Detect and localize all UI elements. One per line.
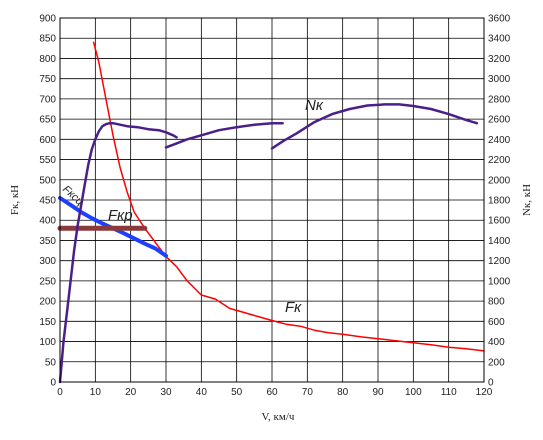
nk-curve-label: Nк (305, 97, 324, 114)
x-tick-label-6: 60 (266, 387, 278, 398)
y-right-tick-label-13: 2600 (488, 115, 511, 126)
y-left-tick-label-5: 250 (39, 276, 56, 287)
x-tick-label-0: 0 (57, 387, 63, 398)
series-layer (57, 41, 485, 384)
y-left-tick-label-17: 850 (39, 34, 56, 45)
y-left-tick-label-18: 900 (39, 14, 56, 25)
x-tick-label-11: 110 (441, 387, 457, 398)
x-tick-label-8: 80 (337, 387, 349, 398)
x-tick-label-12: 120 (476, 387, 493, 398)
y-right-tick-label-17: 3400 (488, 34, 511, 45)
y-right-tick-label-8: 1600 (488, 216, 511, 227)
y-left-tick-label-6: 300 (39, 256, 56, 267)
y-left-tick-label-14: 700 (39, 94, 56, 105)
x-tick-label-9: 90 (372, 387, 384, 398)
y-right-tick-label-3: 600 (488, 317, 505, 328)
y-right-tick-label-6: 1200 (488, 256, 511, 267)
y-left-tick-label-0: 0 (50, 378, 56, 389)
y-left-tick-label-13: 650 (39, 115, 56, 126)
x-tick-label-4: 40 (196, 387, 208, 398)
y-right-tick-label-14: 2800 (488, 94, 511, 105)
y-right-tick-label-2: 400 (488, 337, 505, 348)
y-left-tick-label-9: 450 (39, 196, 56, 207)
y-right-tick-label-4: 800 (488, 297, 505, 308)
y-right-tick-label-9: 1800 (488, 196, 511, 207)
y-right-tick-label-11: 2200 (488, 155, 511, 166)
x-tick-label-2: 20 (125, 387, 137, 398)
y-right-tick-label-10: 2000 (488, 175, 511, 186)
y-right-tick-label-5: 1000 (488, 276, 511, 287)
y-left-tick-label-2: 100 (39, 337, 56, 348)
y-right-axis-title: Nк, кН (521, 184, 533, 216)
x-tick-label-1: 10 (90, 387, 102, 398)
x-tick-label-10: 100 (405, 387, 422, 398)
plot-frame (59, 17, 485, 383)
series-nk_seg1 (58, 121, 178, 384)
series-nk_seg3 (270, 103, 479, 150)
y-right-tick-label-7: 1400 (488, 236, 511, 247)
y-left-tick-label-15: 750 (39, 74, 56, 85)
y-left-tick-label-12: 600 (39, 135, 56, 146)
y-right-tick-label-15: 3000 (488, 74, 511, 85)
tick-labels: 0 10 20 30 40 50 60 70 80 90 100 110 120050100150200… (39, 14, 510, 399)
fk-curve-label: Fк (285, 299, 302, 316)
y-left-tick-label-8: 400 (39, 216, 56, 227)
x-axis-title: V, км/ч (262, 411, 295, 423)
y-left-tick-label-11: 550 (39, 155, 56, 166)
fkp-curve-label: Fкр (108, 207, 133, 224)
y-left-tick-label-4: 200 (39, 297, 56, 308)
y-right-tick-label-1: 200 (488, 357, 505, 368)
x-tick-label-5: 50 (231, 387, 243, 398)
grid (59, 17, 485, 383)
y-left-axis-title: Fк, кН (9, 185, 21, 215)
y-right-tick-label-0: 0 (488, 378, 494, 389)
y-left-tick-label-1: 50 (45, 357, 57, 368)
x-tick-label-7: 70 (302, 387, 314, 398)
series-fk (92, 41, 485, 352)
y-right-tick-label-12: 2400 (488, 135, 511, 146)
y-left-tick-label-7: 350 (39, 236, 56, 247)
series-nk_seg2 (164, 121, 284, 149)
x-tick-label-3: 30 (160, 387, 172, 398)
y-left-tick-label-10: 500 (39, 175, 56, 186)
y-left-tick-label-16: 800 (39, 54, 56, 65)
y-right-tick-label-16: 3200 (488, 54, 511, 65)
y-left-tick-label-3: 150 (39, 317, 56, 328)
y-right-tick-label-18: 3600 (488, 14, 511, 25)
